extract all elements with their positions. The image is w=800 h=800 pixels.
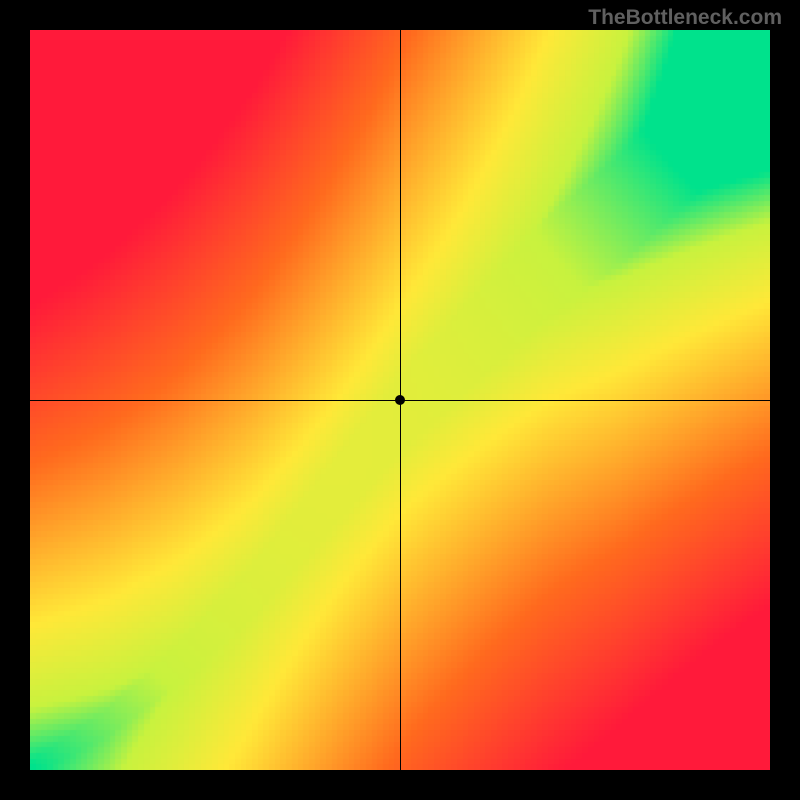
- heatmap-plot: [30, 30, 770, 770]
- watermark-text: TheBottleneck.com: [588, 6, 782, 30]
- crosshair-dot: [395, 395, 405, 405]
